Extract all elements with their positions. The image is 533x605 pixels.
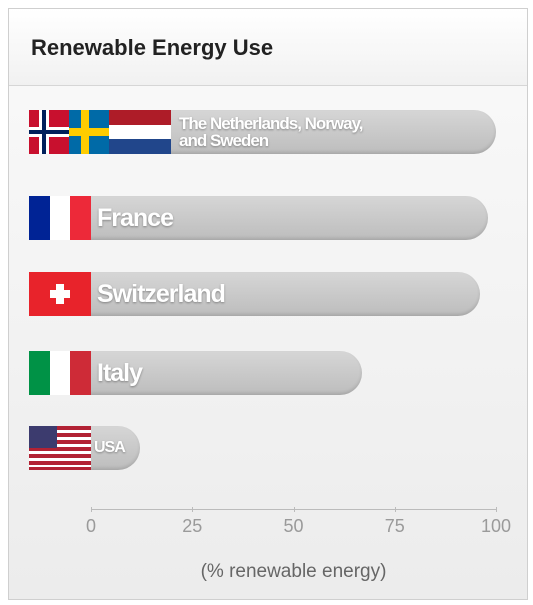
flag [29, 272, 91, 316]
x-tick-label: 0 [85, 516, 97, 536]
flag [29, 351, 91, 395]
header: Renewable Energy Use [9, 9, 527, 86]
bar-label: Italy [97, 358, 143, 387]
tick-mark [394, 507, 396, 512]
bar-label: France [97, 203, 174, 232]
tick-mark [293, 507, 295, 512]
bar-label: USA [94, 439, 126, 456]
flag [29, 196, 91, 240]
flag [29, 426, 91, 470]
bar-label: Switzerland [97, 279, 226, 308]
x-axis-label: (% renewable energy) [200, 561, 387, 582]
x-tick-label: 75 [384, 516, 405, 536]
chart: Renewable Energy Use The Netherlands, No… [8, 8, 528, 600]
bar [29, 272, 480, 316]
bar-label: The Netherlands, Norway, and Sweden [179, 114, 364, 150]
tick-mark [192, 507, 194, 512]
x-tick-label: 50 [283, 516, 304, 536]
x-tick-label: 100 [480, 516, 512, 536]
tick-mark [496, 507, 497, 512]
x-tick-label: 25 [182, 516, 203, 536]
tick-mark [91, 507, 92, 512]
bar [29, 196, 488, 240]
flags [29, 110, 171, 154]
chart-title: Renewable Energy Use [31, 35, 274, 60]
